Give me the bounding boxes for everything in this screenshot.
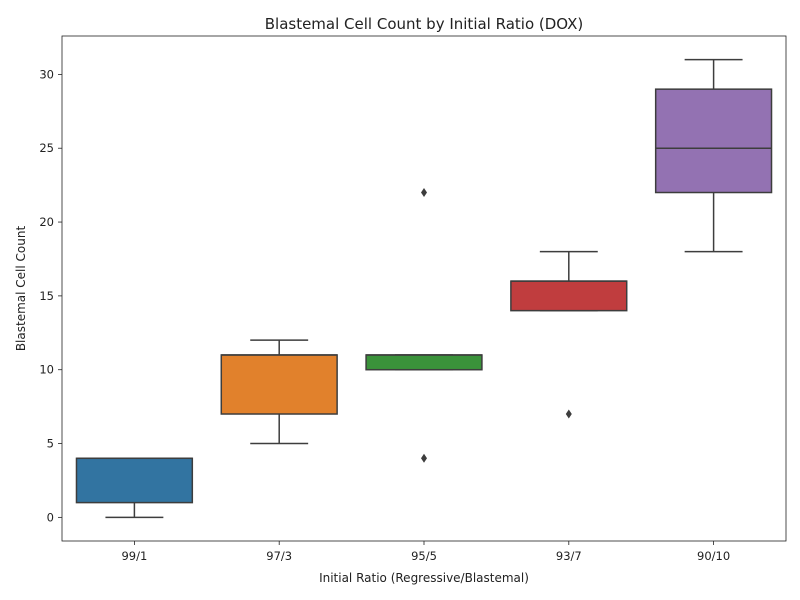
chart-title: Blastemal Cell Count by Initial Ratio (D… bbox=[265, 15, 584, 33]
y-tick-label: 15 bbox=[39, 289, 54, 303]
outlier-point bbox=[421, 188, 427, 198]
box-iqr bbox=[654, 88, 773, 194]
x-axis-label: Initial Ratio (Regressive/Blastemal) bbox=[319, 571, 529, 585]
box-iqr bbox=[220, 354, 338, 415]
x-axis-ticks: 99/1 97/3 95/5 93/7 90/10 bbox=[121, 541, 730, 563]
box-93-7 bbox=[510, 250, 628, 419]
y-axis-ticks: 0 5 10 15 20 25 30 bbox=[39, 67, 62, 524]
boxes-group bbox=[75, 58, 773, 519]
box-95-5 bbox=[365, 188, 483, 463]
x-tick-label: 95/5 bbox=[411, 549, 437, 563]
outlier-point bbox=[421, 453, 427, 463]
x-tick-label: 90/10 bbox=[697, 549, 730, 563]
outlier-point bbox=[565, 409, 572, 419]
x-tick-label: 97/3 bbox=[266, 549, 292, 563]
box-97-3 bbox=[220, 339, 338, 445]
x-tick-label: 93/7 bbox=[556, 549, 582, 563]
y-tick-label: 0 bbox=[47, 510, 54, 524]
x-tick-label: 99/1 bbox=[121, 549, 147, 563]
box-iqr bbox=[510, 280, 628, 312]
box-iqr bbox=[365, 354, 483, 371]
y-tick-label: 30 bbox=[39, 67, 54, 81]
y-tick-label: 5 bbox=[47, 437, 54, 451]
box-iqr bbox=[75, 457, 194, 504]
box-90-10 bbox=[654, 58, 773, 253]
y-tick-label: 10 bbox=[39, 363, 54, 377]
box-99-1 bbox=[75, 457, 194, 519]
y-axis-label: Blastemal Cell Count bbox=[14, 226, 28, 352]
plot-frame bbox=[61, 35, 787, 542]
y-tick-label: 25 bbox=[39, 141, 54, 155]
y-tick-label: 20 bbox=[39, 215, 54, 229]
